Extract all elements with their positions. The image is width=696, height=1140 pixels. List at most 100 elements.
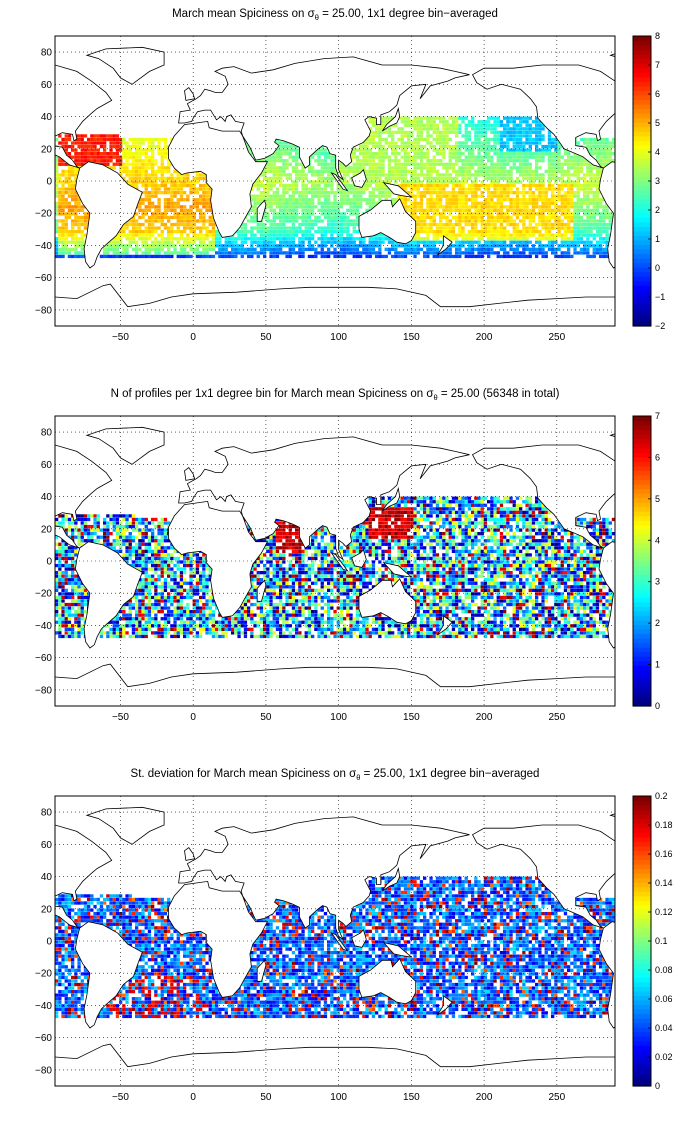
colorbar-tick-label: 0.06	[655, 994, 673, 1004]
colorbar-tick-label: 0.02	[655, 1052, 673, 1062]
coastline-japan	[381, 486, 401, 512]
map-panel-count: N of profiles per 1x1 degree bin for Mar…	[35, 388, 660, 723]
panel-title: St. deviation for March mean Spiciness o…	[131, 768, 540, 782]
coastline-south-america	[74, 921, 143, 1029]
colorbar-tick-label: 5	[655, 494, 660, 504]
colorbar-tick-label: 1	[655, 660, 660, 670]
x-tick-label: 50	[260, 1092, 272, 1103]
x-tick-label: 200	[476, 1092, 493, 1103]
data-layer	[55, 46, 615, 308]
x-tick-label: 0	[190, 1092, 196, 1103]
coastline-new-zealand	[437, 615, 453, 636]
y-tick-label: 60	[41, 460, 53, 471]
coastline-new-zealand	[437, 995, 453, 1016]
coastline-australia	[358, 957, 417, 1005]
x-tick-label: 250	[548, 1092, 565, 1103]
colorbar-tick-label: −2	[655, 321, 665, 331]
coastline-africa	[168, 500, 269, 618]
x-tick-label: −50	[112, 1092, 129, 1103]
x-tick-label: −50	[112, 332, 129, 343]
colorbar-tick-label: 3	[655, 176, 660, 186]
plot-frame	[54, 35, 616, 327]
coastline-sumatra	[330, 932, 349, 952]
y-tick-label: −60	[35, 273, 52, 284]
x-tick-label: 50	[260, 712, 272, 723]
colorbar: 8 7 6 5 4 3 2 1 0 −1 −2	[632, 31, 665, 331]
x-tick-label: 150	[403, 332, 420, 343]
x-tick-label: 250	[548, 712, 565, 723]
y-tick-label: 80	[41, 48, 53, 59]
coastline-antarctica	[55, 283, 615, 308]
y-tick-label: −80	[35, 305, 52, 316]
colorbar-tick-label: 7	[655, 411, 660, 421]
coastline-south-america-wrap	[598, 161, 615, 269]
coastline-africa	[168, 120, 269, 238]
y-tick-label: 20	[41, 904, 53, 915]
colorbar-tick-label: 0.16	[655, 849, 673, 859]
x-tick-label: 100	[330, 332, 347, 343]
panel-title: March mean Spiciness on σθ = 25.00, 1x1 …	[172, 8, 498, 22]
coastline-borneo	[351, 548, 367, 568]
colorbar-tick-label: 7	[655, 60, 660, 70]
x-tick-label: 150	[403, 1092, 420, 1103]
coastline-greenland	[85, 426, 165, 465]
y-tick-label: −80	[35, 685, 52, 696]
coastline-africa	[168, 880, 269, 998]
plot-frame	[54, 795, 616, 1087]
coastline-borneo	[351, 168, 367, 188]
colorbar-tick-label: −1	[655, 292, 665, 302]
colorbar-tick-label: 0.04	[655, 1023, 673, 1033]
x-tick-label: 200	[476, 712, 493, 723]
map-panel-spice: March mean Spiciness on σθ = 25.00, 1x1 …	[35, 8, 665, 343]
y-tick-label: −20	[35, 969, 52, 980]
coastline-greenland-wrap	[609, 813, 615, 817]
colorbar-tick-label: 2	[655, 618, 660, 628]
coastline-sumatra	[330, 552, 349, 572]
colorbar-tick-label: 0.2	[655, 791, 668, 801]
y-tick-label: 60	[41, 80, 53, 91]
y-tick-label: −80	[35, 1065, 52, 1076]
coastline-antarctica	[55, 663, 615, 688]
colorbar: 7 6 5 4 3 2 1 0	[632, 411, 660, 711]
coastline-uk	[184, 87, 196, 101]
y-tick-label: 40	[41, 872, 53, 883]
coastline-japan	[381, 866, 401, 892]
coastline-new-zealand	[437, 235, 453, 256]
coastline-greenland	[85, 806, 165, 845]
colorbar-tick-label: 0.1	[655, 936, 668, 946]
coastline-south-america-wrap	[598, 921, 615, 1029]
colorbar-tick-label: 6	[655, 89, 660, 99]
y-tick-label: 80	[41, 808, 53, 819]
coastline-antarctica	[55, 1043, 615, 1068]
y-tick-label: 60	[41, 840, 53, 851]
x-tick-label: 100	[330, 1092, 347, 1103]
data-layer	[55, 426, 615, 688]
y-tick-label: −40	[35, 1001, 52, 1012]
colorbar-tick-label: 1	[655, 234, 660, 244]
colorbar-tick-label: 2	[655, 205, 660, 215]
colorbar-tick-label: 0.18	[655, 820, 673, 830]
coastline-greenland-wrap	[609, 53, 615, 57]
y-tick-label: 0	[46, 937, 52, 948]
x-tick-label: 200	[476, 332, 493, 343]
coastline-madagascar	[256, 199, 267, 222]
y-tick-label: 20	[41, 524, 53, 535]
colorbar-tick-label: 0	[655, 1081, 660, 1091]
data-layer	[55, 806, 615, 1068]
map-panel-std: St. deviation for March mean Spiciness o…	[35, 768, 673, 1103]
y-tick-label: 40	[41, 112, 53, 123]
colorbar-tick-label: 8	[655, 31, 660, 41]
x-tick-label: 0	[190, 712, 196, 723]
y-tick-label: −60	[35, 653, 52, 664]
coastline-borneo	[351, 928, 367, 948]
x-tick-label: 50	[260, 332, 272, 343]
colorbar-tick-label: 0	[655, 263, 660, 273]
colorbar-tick-label: 5	[655, 118, 660, 128]
colorbar-tick-label: 4	[655, 535, 660, 545]
coastline-sumatra	[330, 172, 349, 192]
coastline-uk	[184, 467, 196, 481]
colorbar-tick-label: 0.14	[655, 878, 673, 888]
y-tick-label: 80	[41, 428, 53, 439]
coastline-madagascar	[256, 579, 267, 602]
